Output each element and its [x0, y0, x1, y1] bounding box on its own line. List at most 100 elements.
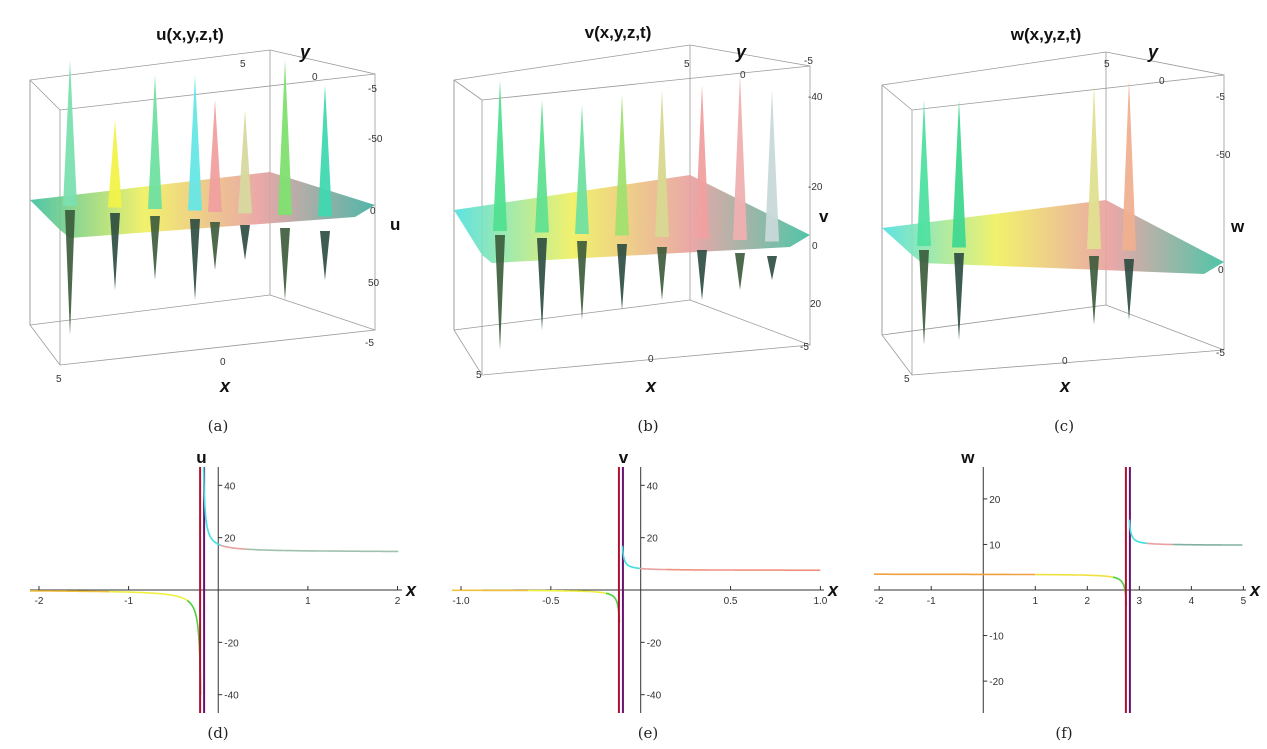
surface-mesh — [882, 200, 1224, 274]
y-tick-0: 5 — [1104, 59, 1110, 70]
y-tick-0: 5 — [684, 59, 690, 70]
left-branch-segment — [186, 599, 202, 695]
ticks: -2 -1 1 2 3 4 5 -20 -10 10 20 — [875, 495, 1247, 688]
down-spike — [240, 225, 250, 260]
y-tick-2: -5 — [804, 56, 813, 67]
right-branch-segment — [665, 568, 821, 571]
x-tick-label: 4 — [1189, 596, 1195, 607]
ticks: -1.0 -0.5 0.5 1.0 -40 -20 20 40 — [452, 481, 827, 701]
left-branch-segment — [1034, 573, 1114, 578]
right-branch-segment — [246, 548, 399, 553]
down-spike — [110, 213, 120, 290]
down-spike — [65, 210, 75, 335]
x-axis-label: x — [219, 376, 231, 396]
up-spike — [493, 80, 507, 231]
surface-plot-b: v(x,y,z,t) v y x 5 0 -5 -40 -20 0 20 5 0… — [453, 23, 829, 435]
spikes — [493, 75, 779, 350]
line-plot-f: -2 -1 1 2 3 4 5 -20 -10 10 20 w x (f) — [874, 448, 1261, 742]
y-tick-label: -10 — [989, 632, 1004, 643]
up-spike — [952, 100, 966, 248]
y-tick-label: 20 — [224, 534, 236, 545]
z-tick-1: 0 — [370, 206, 376, 217]
caption: (a) — [208, 417, 229, 435]
z-tick-0: -50 — [1216, 150, 1231, 161]
z-tick-1: 0 — [1218, 265, 1224, 276]
up-spike — [695, 85, 709, 239]
right-branch-segment — [1172, 543, 1243, 546]
line-plot-e: -1.0 -0.5 0.5 1.0 -40 -20 20 40 v x (e) — [452, 448, 839, 742]
surface-plane — [454, 175, 810, 263]
curve-series — [452, 467, 821, 713]
y-tick-1: 0 — [740, 70, 746, 81]
surface-plot-c: w(x,y,z,t) w y x 5 0 -5 -50 0 5 0 -5 (c) — [881, 25, 1245, 435]
down-spike — [210, 222, 220, 270]
y-axis-label: w — [960, 448, 975, 467]
x-tick-label: 2 — [1085, 596, 1091, 607]
ticks: -2 -1 1 2 -40 -20 20 40 — [35, 481, 401, 701]
caption: (d) — [207, 724, 228, 742]
down-spike — [919, 250, 929, 345]
up-spike — [318, 85, 332, 217]
up-spike — [1122, 80, 1136, 251]
x-tick-label: -1 — [927, 596, 936, 607]
left-branch-segment — [527, 589, 607, 595]
x-tick-label: -0.5 — [542, 596, 560, 607]
left-branch-segment — [1112, 576, 1128, 606]
x-tick-label: -2 — [35, 596, 44, 607]
y-tick-1: 0 — [312, 72, 318, 83]
x-tick-0: 5 — [56, 374, 62, 385]
left-branch-segment — [605, 592, 621, 623]
spikes — [63, 60, 332, 335]
y-tick-label: 40 — [647, 481, 659, 492]
x-tick-2: -5 — [1216, 348, 1225, 359]
y-tick-1: 0 — [1159, 76, 1165, 87]
z-tick-3: 20 — [810, 299, 822, 310]
down-spike — [767, 256, 777, 280]
line-plot-d: -2 -1 1 2 -40 -20 20 40 u x (d) — [30, 448, 417, 742]
down-spike — [1089, 256, 1099, 325]
down-spike — [954, 253, 964, 340]
x-axis-label: x — [645, 376, 657, 396]
up-spike — [575, 105, 589, 234]
down-spike — [1124, 259, 1134, 320]
x-axis-label: x — [405, 580, 417, 600]
up-spike — [188, 75, 202, 211]
y-tick-label: 10 — [989, 540, 1001, 551]
z-tick-0: -50 — [368, 134, 383, 145]
x-tick-0: 5 — [904, 374, 910, 385]
plot-title: u(x,y,z,t) — [156, 25, 224, 44]
z-tick-0: -40 — [808, 92, 823, 103]
y-axis-label: y — [299, 42, 311, 62]
y-tick-2: -5 — [1216, 92, 1225, 103]
right-branch-segment — [1146, 542, 1173, 546]
up-spike — [238, 110, 252, 214]
curve-series — [874, 467, 1243, 713]
x-tick-label: 1 — [1033, 596, 1039, 607]
up-spike — [535, 100, 549, 233]
y-tick-label: -20 — [647, 638, 662, 649]
right-branch-segment — [621, 545, 640, 570]
y-axis-label: v — [619, 448, 629, 467]
axes — [874, 467, 1246, 713]
y-tick-label: -40 — [224, 691, 239, 702]
z-axis-label: v — [819, 207, 829, 226]
plot-title: v(x,y,z,t) — [585, 23, 652, 42]
x-tick-label: 1 — [305, 596, 311, 607]
left-branch-segment — [109, 590, 188, 602]
caption: (c) — [1054, 417, 1074, 435]
down-spike — [150, 216, 160, 280]
x-tick-label: 5 — [1241, 596, 1247, 607]
y-tick-0: 5 — [240, 59, 246, 70]
x-tick-label: 3 — [1137, 596, 1143, 607]
z-axis-label: u — [390, 215, 400, 234]
x-tick-label: -1 — [124, 596, 133, 607]
up-spike — [148, 75, 162, 209]
x-tick-1: 0 — [1062, 356, 1068, 367]
caption: (e) — [638, 724, 659, 742]
z-tick-1: -20 — [808, 182, 823, 193]
bounding-box — [453, 44, 811, 376]
axes — [30, 467, 402, 713]
x-tick-label: -1.0 — [452, 596, 470, 607]
x-tick-1: 0 — [220, 357, 226, 368]
up-spike — [765, 90, 779, 242]
